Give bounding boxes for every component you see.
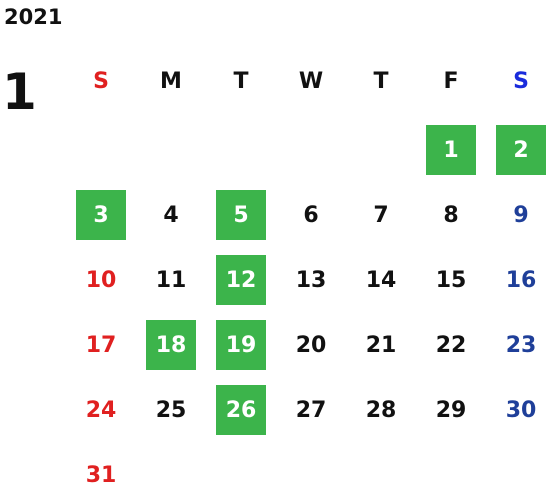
year-label: 2021 [4,5,63,29]
calendar-day[interactable]: 25 [155,397,187,423]
weekday-header-thursday: T [373,68,389,94]
weekday-header-monday: M [160,68,182,94]
weekday-header-wednesday: W [298,68,324,94]
weekday-header-tuesday: T [233,68,249,94]
calendar-day[interactable]: 27 [295,397,327,423]
calendar-day[interactable]: 24 [85,397,117,423]
calendar-day[interactable]: 16 [505,267,537,293]
weekday-header-friday: F [443,68,459,94]
calendar-day[interactable]: 6 [303,202,319,228]
calendar-day[interactable]: 29 [435,397,467,423]
calendar-day[interactable]: 14 [365,267,397,293]
calendar-day[interactable]: 30 [505,397,537,423]
calendar-day-highlighted[interactable]: 19 [216,320,266,370]
calendar-day-highlighted[interactable]: 12 [216,255,266,305]
calendar-day-highlighted[interactable]: 1 [426,125,476,175]
calendar-day[interactable]: 17 [85,332,117,358]
calendar-day[interactable]: 20 [295,332,327,358]
calendar-day[interactable]: 22 [435,332,467,358]
calendar-day[interactable]: 8 [443,202,459,228]
calendar-day-highlighted[interactable]: 2 [496,125,546,175]
month-label: 1 [2,63,37,121]
calendar-day[interactable]: 28 [365,397,397,423]
calendar-day[interactable]: 9 [513,202,529,228]
calendar-day[interactable]: 23 [505,332,537,358]
calendar-day-highlighted[interactable]: 5 [216,190,266,240]
weekday-header-saturday: S [513,68,529,94]
calendar-day[interactable]: 10 [85,267,117,293]
calendar-day-highlighted[interactable]: 3 [76,190,126,240]
calendar-day[interactable]: 13 [295,267,327,293]
calendar-day-highlighted[interactable]: 26 [216,385,266,435]
calendar-day-highlighted[interactable]: 18 [146,320,196,370]
calendar-day[interactable]: 21 [365,332,397,358]
calendar-day[interactable]: 15 [435,267,467,293]
calendar-day[interactable]: 11 [155,267,187,293]
calendar-day[interactable]: 7 [373,202,389,228]
calendar-day[interactable]: 31 [85,462,117,488]
weekday-header-sunday: S [93,68,109,94]
calendar-day[interactable]: 4 [163,202,179,228]
